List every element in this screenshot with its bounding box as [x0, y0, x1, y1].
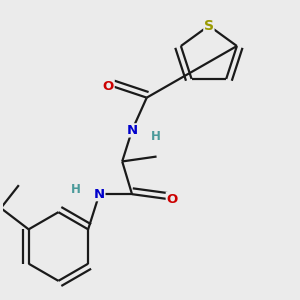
Text: N: N [94, 188, 105, 201]
Text: S: S [204, 19, 214, 33]
Text: H: H [71, 183, 81, 196]
Text: O: O [166, 193, 178, 206]
Text: N: N [126, 124, 138, 137]
Text: H: H [151, 130, 160, 143]
Text: O: O [103, 80, 114, 93]
